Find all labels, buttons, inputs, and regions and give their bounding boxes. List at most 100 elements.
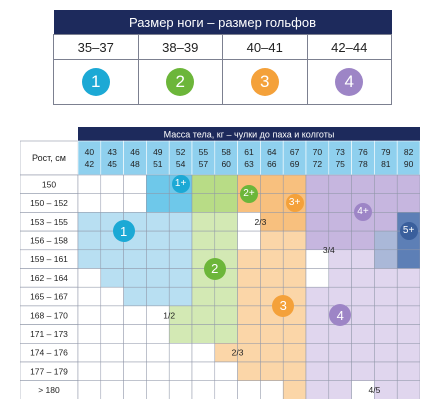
weight-column-from: 61 bbox=[244, 147, 254, 157]
grid-cell bbox=[396, 305, 421, 325]
grid-cell bbox=[351, 230, 375, 251]
weight-column-from: 79 bbox=[381, 147, 391, 157]
grid-cell bbox=[396, 174, 421, 194]
height-row-label: > 180 bbox=[38, 385, 60, 395]
grid-cell bbox=[191, 174, 216, 194]
grid-cell bbox=[237, 361, 261, 381]
weight-column-to: 51 bbox=[153, 159, 163, 169]
grid-cell bbox=[282, 249, 307, 269]
height-header-cell bbox=[19, 140, 79, 176]
grid-cell bbox=[214, 324, 238, 344]
weight-column-from: 52 bbox=[176, 147, 186, 157]
grid-cell bbox=[77, 174, 102, 194]
weight-column-from: 55 bbox=[199, 147, 209, 157]
grid-cell bbox=[328, 268, 352, 288]
grid-cell bbox=[191, 230, 216, 251]
grid-cell bbox=[77, 343, 102, 363]
grid-cell bbox=[260, 193, 284, 213]
grid-cell bbox=[305, 174, 330, 194]
weight-column-to: 60 bbox=[221, 159, 231, 169]
grid-cell bbox=[260, 380, 284, 400]
shoe-size-cell: 42–44 bbox=[306, 34, 392, 60]
grid-cell bbox=[305, 361, 330, 381]
grid-cell bbox=[168, 193, 193, 213]
grid-cell bbox=[123, 268, 147, 288]
grid-cell bbox=[214, 380, 238, 400]
weight-header-band bbox=[78, 127, 420, 141]
grid-cell bbox=[77, 324, 102, 344]
size-circle-cell: 1 bbox=[53, 59, 139, 105]
grid-cell bbox=[282, 230, 307, 251]
grid-cell bbox=[260, 361, 284, 381]
grid-cell bbox=[123, 380, 147, 400]
weight-header: Масса тела, кг – чулки до паха и колготы bbox=[164, 130, 335, 140]
grid-cell bbox=[214, 305, 238, 325]
boundary-label: 2/3 bbox=[232, 348, 244, 358]
grid-cell bbox=[237, 249, 261, 269]
grid-cell bbox=[100, 268, 124, 288]
grid-cell bbox=[282, 343, 307, 363]
grid-cell bbox=[100, 174, 124, 194]
weight-column-from: 76 bbox=[358, 147, 368, 157]
grid-cell bbox=[77, 193, 102, 213]
boundary-label: 4/5 bbox=[368, 385, 380, 395]
grid-cell bbox=[282, 212, 307, 232]
grid-cell bbox=[146, 212, 170, 232]
grid-cell bbox=[168, 212, 193, 232]
grid-cell bbox=[328, 324, 352, 344]
grid-cell bbox=[396, 249, 421, 269]
grid-cell bbox=[328, 212, 352, 232]
height-row-label: 156 – 158 bbox=[30, 235, 68, 245]
grid-cell bbox=[305, 343, 330, 363]
height-row-label: 177 – 179 bbox=[30, 366, 68, 376]
size-marker-2: 2 bbox=[203, 257, 226, 280]
grid-cell bbox=[77, 230, 102, 251]
size-circle-2: 2 bbox=[166, 68, 195, 96]
weight-column-from: 64 bbox=[267, 147, 277, 157]
grid-cell bbox=[328, 193, 352, 213]
grid-cell bbox=[282, 174, 307, 194]
grid-cell bbox=[328, 380, 352, 400]
grid-cell bbox=[260, 324, 284, 344]
grid-cell bbox=[123, 324, 147, 344]
size-circle-1: 1 bbox=[81, 68, 110, 96]
weight-column-from: 58 bbox=[221, 147, 231, 157]
size-grid-svg: Масса тела, кг – чулки до паха и колготы… bbox=[19, 127, 421, 400]
grid-cell bbox=[100, 249, 124, 269]
grid-cell bbox=[305, 324, 330, 344]
grid-cell bbox=[146, 324, 170, 344]
grid-cell bbox=[374, 361, 398, 381]
grid-cell bbox=[374, 193, 398, 213]
grid-cell bbox=[168, 324, 193, 344]
weight-column-to: 48 bbox=[130, 159, 140, 169]
grid-cell bbox=[396, 380, 421, 400]
grid-cell bbox=[351, 305, 375, 325]
size-marker-1: 1 bbox=[112, 220, 135, 243]
grid-cell bbox=[282, 380, 307, 400]
height-row-label: 162 – 164 bbox=[30, 273, 68, 283]
height-row-label: 159 – 161 bbox=[30, 254, 68, 264]
height-row-label: 168 – 170 bbox=[30, 310, 68, 320]
grid-cell bbox=[237, 286, 261, 307]
height-row-label: 150 – 152 bbox=[30, 198, 68, 208]
size-circle-cell: 2 bbox=[137, 59, 223, 105]
grid-cell bbox=[396, 324, 421, 344]
grid-cell bbox=[351, 324, 375, 344]
shoe-size-cell: 38–39 bbox=[137, 34, 223, 60]
grid-cell bbox=[374, 343, 398, 363]
grid-cell bbox=[168, 268, 193, 288]
grid-cell bbox=[146, 268, 170, 288]
grid-cell bbox=[351, 361, 375, 381]
grid-cell bbox=[305, 305, 330, 325]
grid-cell bbox=[260, 343, 284, 363]
grid-cell bbox=[214, 286, 238, 307]
boundary-label: 1/2 bbox=[163, 310, 175, 320]
grid-cell bbox=[305, 380, 330, 400]
size-marker-2-plus: 2+ bbox=[240, 184, 258, 203]
grid-cell bbox=[260, 230, 284, 251]
grid-cell bbox=[77, 380, 102, 400]
grid-cell bbox=[328, 286, 352, 307]
grid-cell bbox=[374, 249, 398, 269]
grid-cell bbox=[168, 249, 193, 269]
weight-column-to: 81 bbox=[381, 159, 391, 169]
